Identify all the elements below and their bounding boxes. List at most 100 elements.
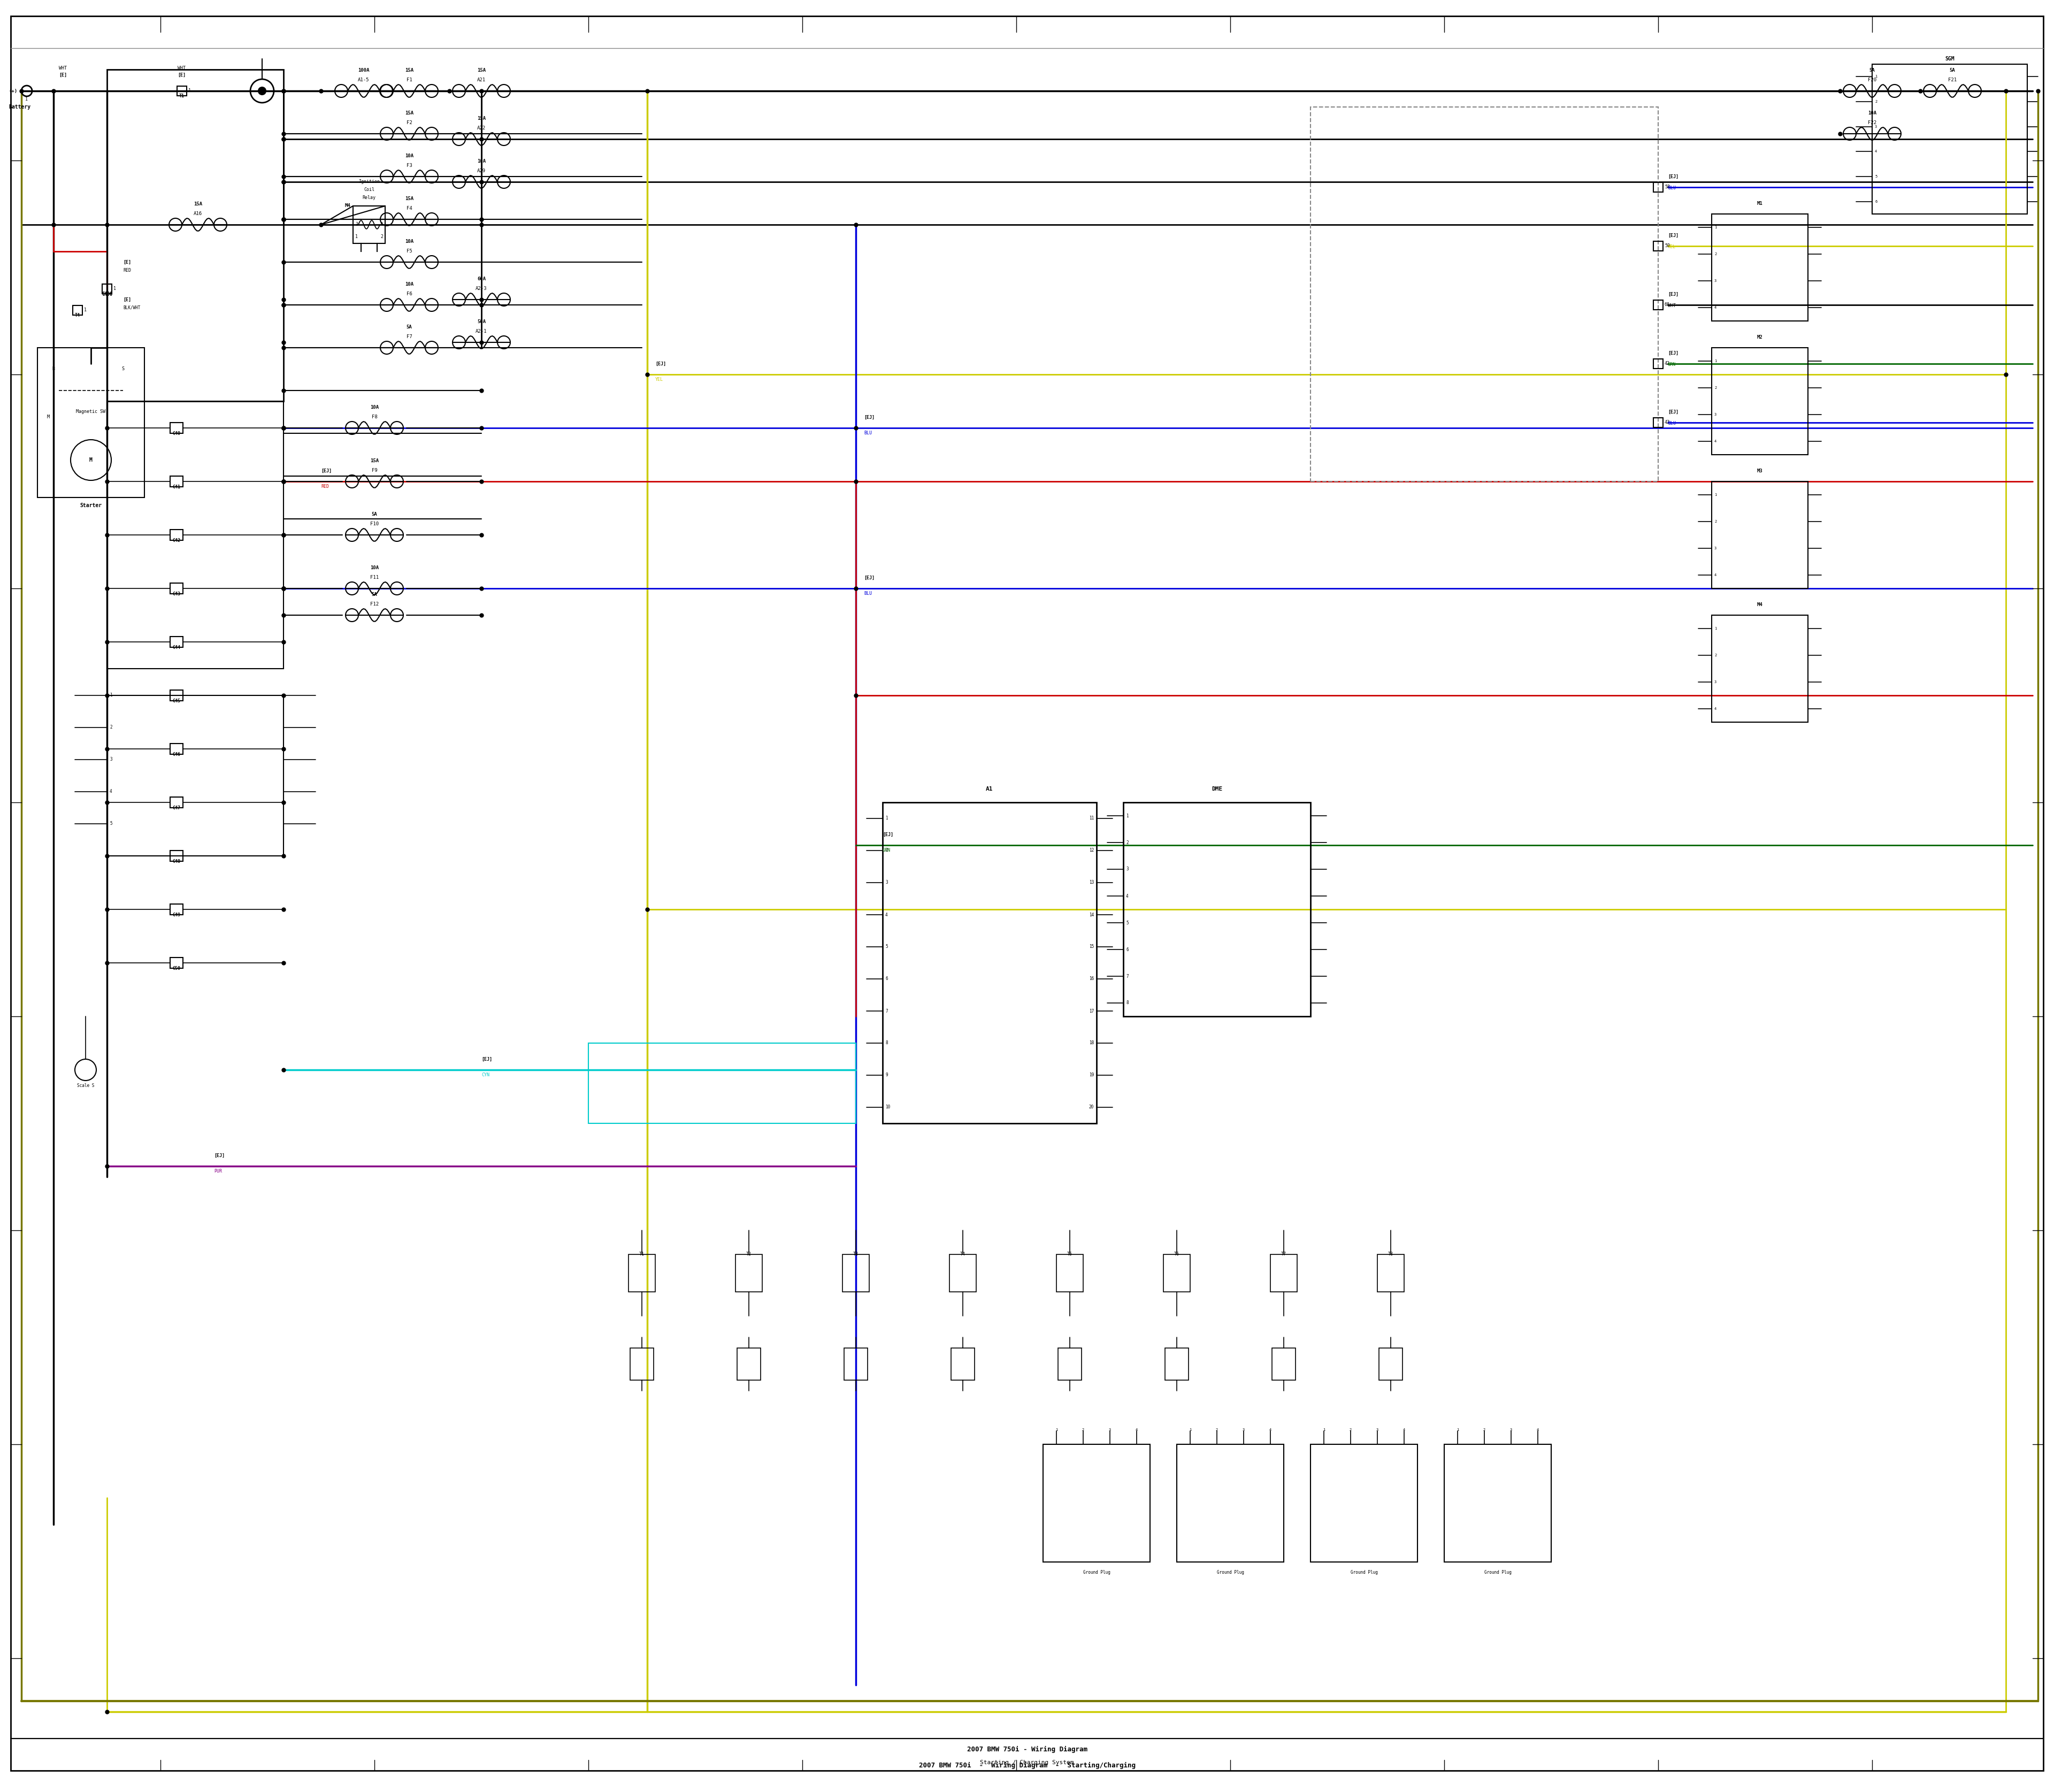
Text: 3: 3	[1510, 1428, 1512, 1432]
Text: 3: 3	[1376, 1428, 1378, 1432]
Text: 60: 60	[1664, 303, 1670, 306]
Bar	[1653, 183, 1664, 192]
Text: A16: A16	[193, 211, 201, 217]
Text: YEL: YEL	[655, 376, 663, 382]
Text: F6: F6	[407, 292, 413, 296]
Bar	[1653, 299, 1664, 310]
Text: [E]: [E]	[123, 297, 131, 303]
Text: RED: RED	[123, 267, 131, 272]
Text: 15: 15	[1089, 944, 1095, 950]
Text: 7: 7	[885, 1009, 887, 1014]
Bar	[1653, 242, 1664, 251]
Text: C42: C42	[173, 538, 181, 543]
Text: C44: C44	[173, 645, 181, 650]
Text: 15A: 15A	[477, 68, 485, 73]
Text: T4: T4	[959, 1253, 965, 1256]
Text: 4: 4	[380, 222, 382, 228]
Text: 3: 3	[1243, 1428, 1245, 1432]
Text: WHT: WHT	[1668, 303, 1676, 308]
Text: PUR: PUR	[214, 1168, 222, 1174]
Text: 100A: 100A	[357, 68, 370, 73]
Text: 2007 BMW 750i  -  Wiring Diagram  -  Starting/Charging: 2007 BMW 750i - Wiring Diagram - Startin…	[918, 1762, 1136, 1769]
Text: 4: 4	[1875, 151, 1877, 152]
Text: F21: F21	[1947, 77, 1957, 82]
Text: T4: T4	[74, 314, 80, 317]
Text: M2: M2	[1756, 335, 1762, 340]
Bar	[1056, 1254, 1082, 1292]
Text: M: M	[90, 457, 92, 462]
Bar	[1165, 1348, 1189, 1380]
Text: 5: 5	[109, 821, 113, 826]
Bar	[170, 423, 183, 434]
Text: 5: 5	[885, 944, 887, 950]
Text: BLU: BLU	[865, 430, 871, 435]
Text: F10: F10	[370, 521, 378, 527]
Text: 1: 1	[1056, 1428, 1058, 1432]
Text: 10A: 10A	[405, 281, 413, 287]
Text: 18: 18	[1089, 1041, 1095, 1045]
Text: C50: C50	[173, 966, 181, 971]
Bar	[1653, 358, 1664, 369]
Text: 15A: 15A	[405, 197, 413, 201]
Bar	[177, 86, 187, 95]
Bar	[1269, 1254, 1298, 1292]
Text: 16: 16	[1089, 977, 1095, 982]
Text: RED: RED	[320, 484, 329, 489]
Text: BLU: BLU	[1668, 186, 1676, 190]
Text: 1: 1	[189, 88, 191, 93]
Bar	[72, 305, 82, 315]
Text: [EJ]: [EJ]	[214, 1154, 224, 1158]
Text: 5A: 5A	[1869, 68, 1875, 73]
Bar	[883, 803, 1097, 1124]
Text: 50A: 50A	[477, 319, 485, 324]
Text: 2: 2	[1715, 253, 1717, 256]
Text: 3: 3	[1109, 1428, 1111, 1432]
Text: [EJ]: [EJ]	[1668, 351, 1678, 357]
Bar	[1653, 418, 1664, 428]
Text: F4: F4	[407, 206, 413, 211]
Text: Coil: Coil	[364, 186, 374, 192]
Text: 3: 3	[1126, 867, 1128, 871]
Text: Ground Plug: Ground Plug	[1082, 1570, 1109, 1575]
Text: C45: C45	[173, 699, 181, 704]
Text: 2: 2	[1082, 1428, 1085, 1432]
Text: 3: 3	[1875, 125, 1877, 129]
Text: 15A: 15A	[370, 459, 378, 464]
Text: 10A: 10A	[370, 566, 378, 570]
Bar	[1043, 1444, 1150, 1563]
Text: C43: C43	[173, 591, 181, 597]
Text: 4: 4	[1126, 894, 1128, 898]
Text: 5: 5	[1126, 921, 1128, 925]
Text: 1: 1	[109, 694, 113, 697]
Bar	[737, 1348, 760, 1380]
Bar	[107, 401, 283, 668]
Text: SGM: SGM	[1945, 56, 1955, 61]
Text: 1: 1	[1456, 1428, 1458, 1432]
Bar	[949, 1254, 976, 1292]
Text: [EJ]: [EJ]	[865, 575, 875, 581]
Bar	[1711, 482, 1808, 588]
Bar	[1163, 1254, 1189, 1292]
Text: 4: 4	[1403, 1428, 1405, 1432]
Text: 6: 6	[885, 977, 887, 982]
Text: Ground Plug: Ground Plug	[1216, 1570, 1245, 1575]
Text: T7: T7	[1282, 1253, 1286, 1256]
Bar	[1871, 65, 2027, 213]
Bar	[1310, 1444, 1417, 1563]
Bar	[951, 1348, 974, 1380]
Text: 4: 4	[1269, 1428, 1271, 1432]
Text: A2-1: A2-1	[477, 330, 487, 333]
Text: C48: C48	[173, 858, 181, 864]
Text: 15A: 15A	[193, 202, 201, 206]
Text: Magnetic SW: Magnetic SW	[76, 410, 105, 414]
Bar	[1177, 1444, 1284, 1563]
Bar	[170, 957, 183, 968]
Text: 1: 1	[25, 97, 29, 102]
Text: 9: 9	[885, 1073, 887, 1077]
Text: F1: F1	[407, 77, 413, 82]
Text: 1: 1	[113, 287, 117, 292]
Bar	[1711, 615, 1808, 722]
Text: F20: F20	[1867, 77, 1877, 82]
Bar	[844, 1348, 867, 1380]
Text: 59: 59	[1664, 244, 1670, 249]
